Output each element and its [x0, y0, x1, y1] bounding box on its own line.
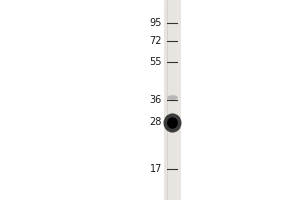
Ellipse shape — [167, 117, 178, 129]
Bar — [164, 0, 181, 200]
Text: 28: 28 — [150, 117, 162, 127]
Ellipse shape — [164, 113, 181, 133]
Text: 36: 36 — [150, 95, 162, 105]
Text: 17: 17 — [150, 164, 162, 174]
Text: 72: 72 — [149, 36, 162, 46]
Ellipse shape — [167, 95, 178, 100]
Text: 95: 95 — [150, 18, 162, 28]
Text: 55: 55 — [149, 57, 162, 67]
